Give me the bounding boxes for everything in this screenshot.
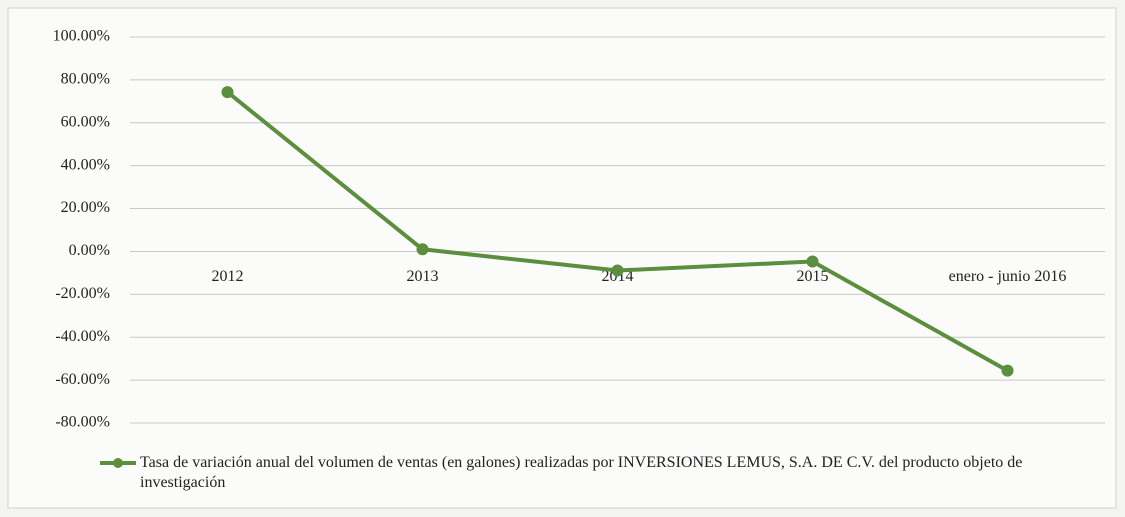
legend-label: Tasa de variación anual del volumen de v… [140,454,1023,491]
data-point [221,86,234,99]
chart-frame [7,7,1117,509]
x-tick-label: 2014 [602,268,634,285]
legend-marker [113,458,123,468]
data-point [1001,364,1014,377]
x-tick-label: enero - junio 2016 [949,268,1067,285]
y-tick-label: -20.00% [55,285,110,302]
x-tick-label: 2013 [407,268,439,285]
y-tick-label: 60.00% [61,113,110,130]
data-point [806,255,819,268]
y-tick-label: 0.00% [69,242,110,259]
y-tick-label: 100.00% [53,28,110,45]
y-tick-label: 20.00% [61,199,110,216]
x-tick-label: 2015 [797,268,829,285]
y-tick-label: -60.00% [55,371,110,388]
x-tick-label: 2012 [212,268,244,285]
data-point [416,243,429,256]
y-tick-label: -80.00% [55,414,110,431]
y-tick-label: 80.00% [61,71,110,88]
data-point [611,264,624,277]
y-tick-label: -40.00% [55,328,110,345]
y-tick-label: 40.00% [61,156,110,173]
